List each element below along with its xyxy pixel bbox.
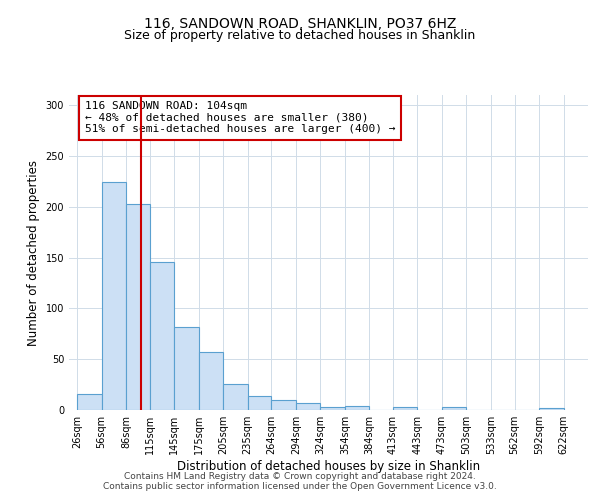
Bar [199, 352, 223, 410]
Bar [393, 407, 418, 410]
Bar [150, 262, 174, 410]
Bar [345, 406, 370, 410]
Bar [296, 403, 320, 410]
Text: 116 SANDOWN ROAD: 104sqm
← 48% of detached houses are smaller (380)
51% of semi-: 116 SANDOWN ROAD: 104sqm ← 48% of detach… [85, 102, 395, 134]
Bar [539, 408, 563, 410]
Text: 116, SANDOWN ROAD, SHANKLIN, PO37 6HZ: 116, SANDOWN ROAD, SHANKLIN, PO37 6HZ [144, 18, 456, 32]
Y-axis label: Number of detached properties: Number of detached properties [27, 160, 40, 346]
Bar [442, 407, 466, 410]
Bar [126, 204, 150, 410]
X-axis label: Distribution of detached houses by size in Shanklin: Distribution of detached houses by size … [177, 460, 480, 473]
Bar [174, 326, 199, 410]
Text: Contains HM Land Registry data © Crown copyright and database right 2024.: Contains HM Land Registry data © Crown c… [124, 472, 476, 481]
Text: Contains public sector information licensed under the Open Government Licence v3: Contains public sector information licen… [103, 482, 497, 491]
Bar [248, 396, 271, 410]
Bar [77, 394, 101, 410]
Bar [101, 182, 126, 410]
Text: Size of property relative to detached houses in Shanklin: Size of property relative to detached ho… [124, 29, 476, 42]
Bar [320, 407, 345, 410]
Bar [223, 384, 248, 410]
Bar [271, 400, 296, 410]
